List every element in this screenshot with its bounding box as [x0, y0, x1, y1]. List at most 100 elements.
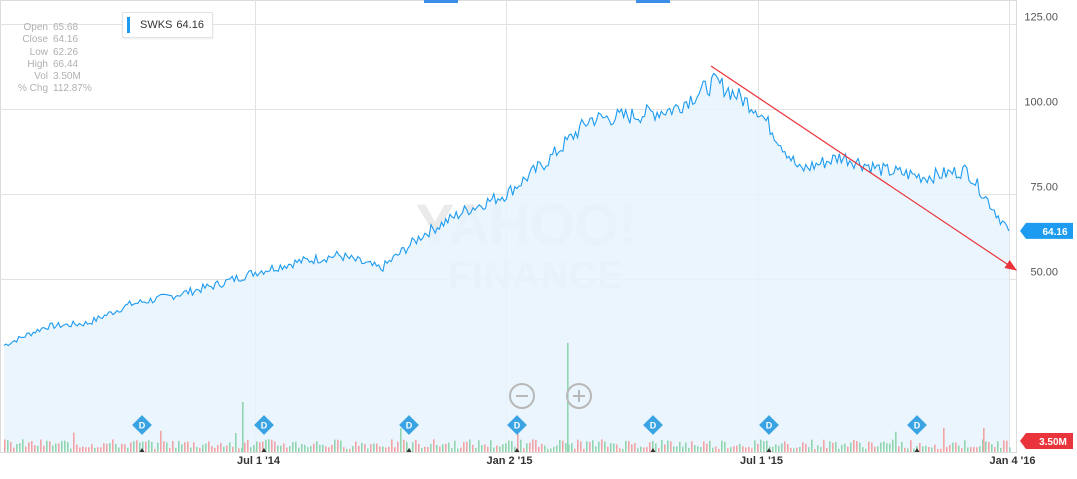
volume-bar: [952, 442, 954, 452]
volume-bar: [352, 446, 354, 452]
volume-bar: [733, 446, 735, 452]
volume-bar: [175, 447, 177, 452]
volume-bar: [343, 447, 345, 452]
volume-bar: [502, 444, 504, 452]
volume-bar: [802, 442, 804, 452]
volume-bar: [274, 441, 276, 452]
volume-bar: [565, 443, 567, 452]
volume-bar: [19, 443, 21, 452]
ohlc-label: Open: [23, 22, 48, 33]
volume-bar: [385, 447, 387, 452]
volume-bar: [928, 447, 930, 452]
dividend-marker-diamond: [132, 415, 152, 435]
volume-bar: [499, 446, 501, 452]
volume-bar: [193, 442, 195, 452]
volume-bar: [223, 446, 225, 452]
volume-bar: [172, 441, 174, 452]
volume-bar: [682, 446, 684, 452]
volume-bar: [250, 447, 252, 452]
volume-bar: [553, 446, 555, 452]
top-tab-indicator[interactable]: [424, 0, 458, 3]
volume-bar: [556, 445, 558, 452]
volume-bar: [640, 446, 642, 452]
ohlc-label: High: [27, 58, 48, 70]
volume-bar: [940, 448, 942, 452]
volume-bar: [814, 448, 816, 452]
volume-bar: [76, 444, 78, 452]
volume-bar: [967, 447, 969, 452]
volume-bar: [265, 439, 267, 452]
volume-bar: [514, 446, 516, 452]
volume-bar: [997, 441, 999, 452]
dividend-marker-label: D: [514, 421, 521, 431]
volume-bar: [613, 443, 615, 452]
volume-bar: [712, 447, 714, 452]
volume-bar: [943, 427, 945, 452]
volume-bar: [757, 443, 759, 452]
trend-arrow: [710, 65, 1017, 271]
volume-bar: [739, 443, 741, 452]
volume-bar: [664, 444, 666, 452]
volume-bar: [340, 440, 342, 452]
volume-bar: [727, 448, 729, 452]
volume-bar: [448, 442, 450, 452]
volume-bar: [433, 439, 435, 452]
volume-bar: [445, 443, 447, 452]
volume-bar: [949, 444, 951, 452]
volume-bar: [958, 445, 960, 452]
volume-bar: [184, 442, 186, 452]
volume-bar: [424, 446, 426, 452]
series-legend[interactable]: SWKS 64.16: [122, 12, 213, 38]
volume-bar: [676, 446, 678, 452]
volume-bar: [196, 446, 198, 452]
volume-bar: [253, 444, 255, 452]
volume-bar: [115, 443, 117, 452]
volume-bar: [430, 443, 432, 452]
volume-bar: [589, 442, 591, 452]
volume-bar: [901, 442, 903, 452]
ohlc-value: 66.44: [53, 58, 79, 70]
volume-bar: [709, 440, 711, 452]
volume-bar: [541, 443, 543, 452]
volume-bar: [364, 444, 366, 452]
volume-bar: [1006, 440, 1008, 452]
volume-bar: [361, 442, 363, 452]
volume-bar: [355, 441, 357, 452]
volume-bar: [238, 448, 240, 452]
volume-bar: [766, 440, 768, 452]
volume-bar: [70, 448, 72, 452]
zoom-in-button[interactable]: [566, 383, 592, 409]
volume-bar: [700, 447, 702, 452]
volume-bar: [160, 430, 162, 452]
volume-bar: [217, 445, 219, 452]
dividend-marker-label: D: [139, 421, 146, 431]
plus-icon-stem: [578, 390, 580, 402]
volume-bar: [487, 446, 489, 452]
dividend-marker[interactable]: D: [254, 415, 274, 435]
ohlc-value: 65.68: [53, 22, 79, 33]
volume-bar: [475, 447, 477, 452]
zoom-out-button[interactable]: [509, 383, 535, 409]
volume-bar: [526, 443, 528, 452]
volume-bar: [229, 442, 231, 452]
x-tick-label: Jan 4 '16: [989, 455, 1035, 467]
volume-bar: [769, 446, 771, 452]
dividend-marker[interactable]: D: [132, 415, 152, 435]
volume-bar: [871, 442, 873, 452]
volume-bar: [574, 448, 576, 452]
volume-bar: [40, 439, 42, 452]
volume-bar: [244, 442, 246, 452]
volume-bar: [55, 443, 57, 452]
top-tab-indicator[interactable]: [636, 0, 670, 3]
volume-bar: [169, 448, 171, 452]
volume-bar: [88, 447, 90, 452]
dividend-marker[interactable]: D: [399, 415, 419, 435]
volume-bar: [388, 446, 390, 452]
event-tick: [766, 448, 772, 452]
volume-bar: [292, 441, 294, 452]
volume-bar: [85, 447, 87, 452]
volume-bar: [469, 439, 471, 452]
volume-bar: [439, 446, 441, 452]
volume-bar: [334, 439, 336, 452]
volume-bar: [331, 444, 333, 452]
